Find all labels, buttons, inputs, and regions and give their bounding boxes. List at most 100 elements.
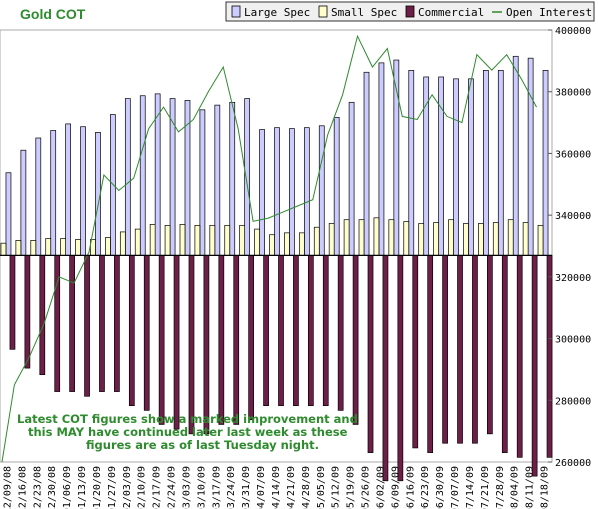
x-tick-label: 05/19/09 — [346, 466, 357, 509]
legend-swatch-small-spec — [318, 5, 328, 18]
x-tick-label: 01/20/09 — [92, 466, 103, 509]
bar-commercial — [307, 255, 314, 407]
bar-commercial — [501, 255, 508, 453]
x-tick-label: 01/27/09 — [107, 466, 118, 509]
bar-small-spec — [492, 222, 499, 256]
bar-commercial — [54, 255, 61, 392]
bar-commercial — [188, 255, 195, 435]
bar-large-spec — [184, 100, 191, 256]
right-axis: 260000 280000 300000 320000 340000 360000 3800… — [548, 26, 591, 469]
bar-large-spec — [483, 70, 489, 256]
x-tick-label: 06/16/09 — [405, 466, 416, 509]
legend-label-commercial: Commercial — [418, 6, 484, 19]
bar-large-spec — [318, 125, 325, 256]
x-tick-label: 03/31/09 — [241, 466, 252, 509]
bar-small-spec — [284, 232, 290, 256]
x-tick-label: 03/03/09 — [181, 466, 192, 509]
bar-small-spec — [0, 242, 7, 256]
bar-large-spec — [50, 130, 57, 256]
bar-commercial — [487, 255, 493, 435]
x-tick-label: 06/23/09 — [420, 466, 431, 509]
bar-large-spec — [363, 71, 370, 256]
bar-commercial — [69, 255, 75, 392]
bar-small-spec — [478, 223, 484, 256]
bar-small-spec — [328, 223, 335, 256]
bar-small-spec — [30, 240, 37, 256]
bar-large-spec — [408, 70, 415, 256]
bar-commercial — [516, 255, 523, 458]
legend-swatch-commercial — [405, 5, 415, 18]
x-tick-label: 02/03/09 — [122, 466, 133, 509]
bar-small-spec — [388, 219, 395, 256]
bar-large-spec — [65, 123, 71, 256]
bar-commercial — [203, 255, 210, 435]
bar-small-spec — [298, 232, 305, 256]
bar-commercial — [128, 255, 135, 407]
bar-small-spec — [358, 219, 365, 256]
bar-small-spec — [194, 224, 201, 256]
bar-commercial — [382, 255, 389, 482]
bar-small-spec — [463, 223, 469, 256]
x-tick-label: 08/18/09 — [540, 466, 551, 509]
bar-large-spec — [497, 70, 504, 256]
bar-commercial — [143, 255, 150, 411]
bar-commercial — [367, 255, 374, 453]
bar-commercial — [24, 255, 31, 369]
bar-small-spec — [403, 221, 410, 256]
bar-small-spec — [45, 238, 52, 256]
bar-commercial — [531, 255, 538, 477]
bar-small-spec — [522, 222, 529, 256]
bar-large-spec — [214, 104, 221, 256]
bar-commercial — [546, 255, 553, 458]
x-tick-label: 07/28/09 — [495, 466, 506, 509]
bar-commercial — [39, 255, 46, 376]
bar-small-spec — [224, 224, 231, 256]
x-tick-label: 05/05/09 — [316, 466, 327, 509]
bar-small-spec — [164, 224, 171, 256]
bar-large-spec — [512, 55, 519, 256]
bar-commercial — [397, 255, 404, 482]
x-tick-label: 04/21/09 — [286, 466, 297, 509]
bar-large-spec — [303, 127, 310, 256]
bar-commercial — [412, 255, 419, 449]
bar-small-spec — [537, 224, 544, 256]
bar-small-spec — [179, 224, 186, 256]
right-axis-tick-label: 400000 — [555, 26, 591, 37]
bar-large-spec — [259, 129, 265, 256]
x-tick-label: 07/21/09 — [480, 466, 491, 509]
bar-large-spec — [468, 78, 474, 256]
x-tick-label: 02/17/09 — [152, 466, 163, 509]
annotation-line-3: figures are as of last Tuesday night. — [86, 438, 319, 452]
x-tick-label: 05/26/09 — [361, 466, 372, 509]
right-axis-tick-label: 260000 — [555, 458, 591, 469]
bar-small-spec — [149, 224, 156, 256]
bar-small-spec — [209, 224, 216, 256]
x-tick-label: 03/10/09 — [196, 466, 207, 509]
x-tick-label: 05/12/09 — [331, 466, 342, 509]
bar-small-spec — [373, 217, 380, 256]
bar-commercial — [84, 255, 90, 397]
x-tick-label: 12/30/08 — [47, 466, 58, 509]
bar-commercial — [457, 255, 463, 444]
bar-commercial — [158, 255, 165, 425]
bar-large-spec — [139, 95, 146, 256]
bar-large-spec — [95, 132, 101, 256]
annotation: Latest COT figures show a marked improve… — [17, 412, 358, 452]
bar-large-spec — [274, 127, 280, 256]
bar-large-spec — [80, 126, 86, 256]
bar-commercial — [472, 255, 478, 444]
x-tick-label: 07/14/09 — [465, 466, 476, 509]
bar-commercial — [233, 255, 240, 425]
x-axis: 12/09/08 12/16/08 12/23/08 12/30/08 01/06/09… — [2, 466, 550, 509]
legend-swatch-large-spec — [231, 5, 241, 18]
bar-small-spec — [448, 219, 454, 256]
bar-large-spec — [199, 109, 206, 256]
x-tick-label: 08/04/09 — [510, 466, 521, 509]
x-tick-label: 08/11/09 — [525, 466, 536, 509]
bar-large-spec — [20, 149, 27, 256]
bar-commercial — [442, 255, 448, 444]
bar-small-spec — [269, 234, 275, 256]
bar-small-spec — [254, 228, 260, 256]
bar-small-spec — [313, 226, 320, 256]
